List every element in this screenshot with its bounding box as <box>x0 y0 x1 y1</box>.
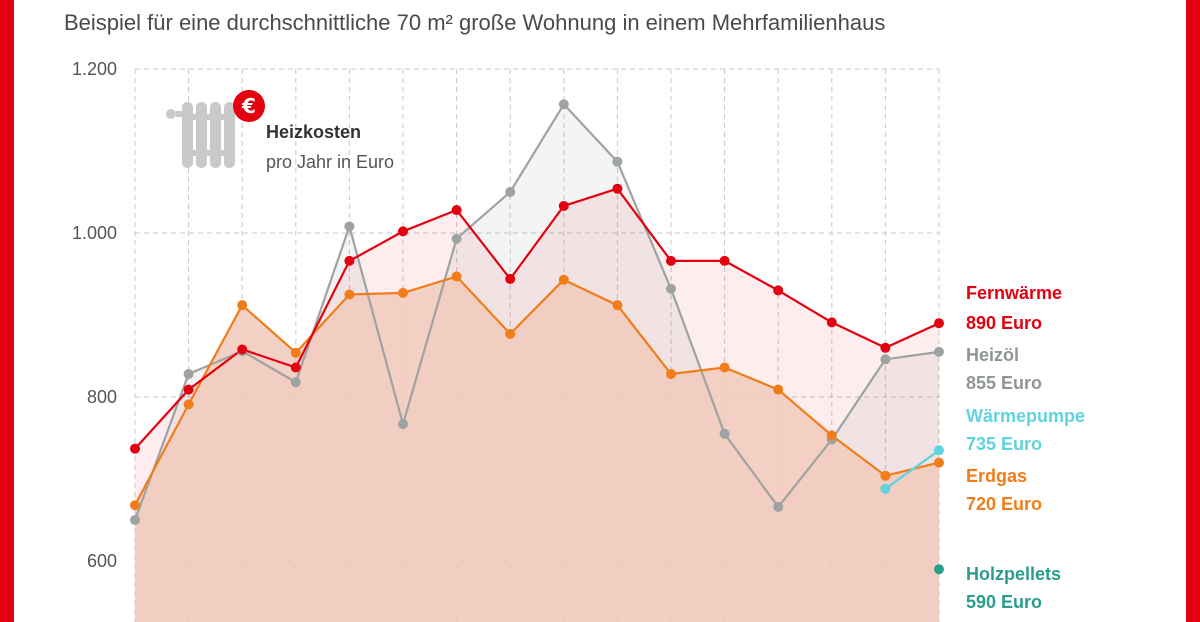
heizoel-point <box>398 419 408 430</box>
fernwaerme-point <box>344 255 355 266</box>
heizoel-point <box>773 501 784 512</box>
erdgas-area <box>135 276 939 622</box>
fernwaerme-point <box>290 362 301 373</box>
erdgas-line <box>134 275 940 506</box>
erdgas-point <box>451 271 462 282</box>
heizoel-point <box>451 233 462 244</box>
right-red-border <box>1186 0 1200 622</box>
legend-box: € Heizkosten pro Jahr in Euro <box>166 90 394 172</box>
waermepumpe-point <box>880 483 891 494</box>
erdgas-point <box>237 300 248 311</box>
erdgas-point <box>183 399 194 410</box>
waermepumpe-line <box>884 449 940 490</box>
label-fernwaerme-value: 890 Euro <box>966 313 1042 333</box>
label-fernwaerme-name: Fernwärme <box>966 283 1062 303</box>
left-red-border <box>0 0 14 622</box>
fernwaerme-point <box>505 273 516 284</box>
erdgas-point <box>773 384 784 395</box>
erdgas-point <box>344 289 355 300</box>
fernwaerme-point <box>398 226 408 237</box>
erdgas-point <box>612 300 623 311</box>
fernwaerme-point <box>826 317 837 328</box>
erdgas-point <box>558 274 569 285</box>
svg-text:€: € <box>241 94 256 118</box>
heizoel-point <box>558 99 569 110</box>
fernwaerme-point <box>773 285 784 296</box>
erdgas-point <box>666 369 676 380</box>
y-tick-label: 800 <box>87 387 117 407</box>
fernwaerme-point <box>666 255 676 266</box>
fernwaerme-point <box>237 344 248 355</box>
erdgas-point <box>826 430 837 441</box>
heizoel-point <box>612 156 623 167</box>
fernwaerme-point <box>719 255 730 266</box>
area-layer <box>135 104 939 622</box>
erdgas-point <box>398 287 408 298</box>
label-holzpellets-name: Holzpellets <box>966 564 1061 584</box>
heizoel-point <box>934 346 944 357</box>
legend-title: Heizkosten <box>266 122 361 142</box>
heizoel-line <box>133 103 940 521</box>
radiator-icon <box>166 102 235 168</box>
heizoel-point <box>880 354 891 365</box>
legend-subtitle: pro Jahr in Euro <box>266 152 394 172</box>
waermepumpe-point <box>934 445 944 456</box>
fernwaerme-point <box>451 205 462 216</box>
label-erdgas-name: Erdgas <box>966 466 1027 486</box>
heizoel-point <box>666 283 676 294</box>
y-tick-label: 1.000 <box>72 223 117 243</box>
y-tick-label: 600 <box>87 551 117 571</box>
label-heizoel-value: 855 Euro <box>966 373 1042 393</box>
erdgas-point <box>880 470 891 481</box>
y-tick-label: 1.200 <box>72 59 117 79</box>
erdgas-point <box>719 362 730 373</box>
erdgas-point <box>934 457 944 468</box>
heizoel-point <box>344 221 355 232</box>
fernwaerme-point <box>880 342 891 353</box>
fernwaerme-point <box>934 318 944 329</box>
label-waermepumpe-name: Wärmepumpe <box>966 406 1085 426</box>
label-erdgas-value: 720 Euro <box>966 494 1042 514</box>
erdgas-point <box>130 500 140 511</box>
label-heizoel-name: Heizöl <box>966 345 1019 365</box>
erdgas-point <box>290 347 301 358</box>
data-points-layer <box>130 99 944 575</box>
fernwaerme-point <box>130 443 140 454</box>
y-axis: 600 800 1.000 1.200 <box>72 59 117 571</box>
heizoel-point <box>505 187 516 197</box>
fernwaerme-point <box>183 384 194 395</box>
series-lines-layer <box>133 103 940 521</box>
heizoel-point <box>183 369 194 380</box>
heizoel-point <box>719 428 730 439</box>
fernwaerme-line <box>134 187 940 450</box>
label-holzpellets-value: 590 Euro <box>966 592 1042 612</box>
chart-subtitle: Beispiel für eine durchschnittliche 70 m… <box>64 10 886 35</box>
heizoel-point <box>290 377 301 388</box>
label-waermepumpe-value: 735 Euro <box>966 434 1042 454</box>
erdgas-point <box>505 328 516 339</box>
euro-badge-icon: € <box>233 90 265 122</box>
heizoel-point <box>130 515 140 525</box>
fernwaerme-point <box>558 200 569 211</box>
fernwaerme-point <box>612 183 623 194</box>
holzpellets-point <box>934 564 944 575</box>
series-labels: Fernwärme 890 Euro Heizöl 855 Euro Wärme… <box>966 283 1085 612</box>
